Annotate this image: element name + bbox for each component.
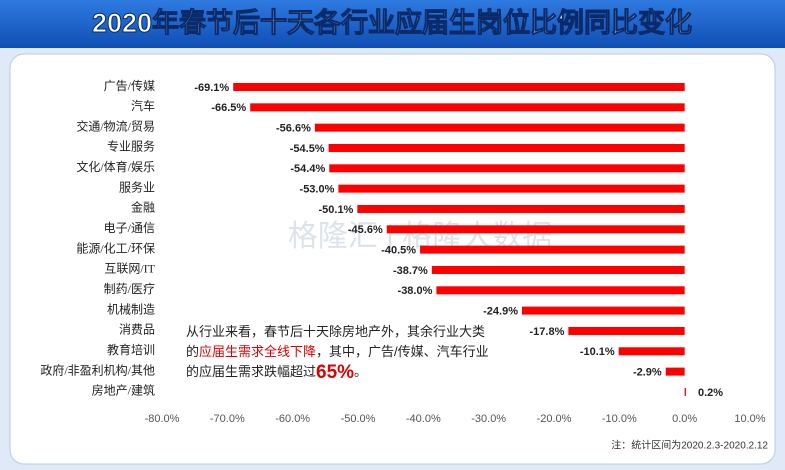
header xyxy=(0,0,785,48)
bar xyxy=(618,347,685,356)
bar xyxy=(233,83,685,91)
note: 注：统计区间为2020.2.3-2020.2.12 xyxy=(611,439,768,452)
value-label: -50.1% xyxy=(318,204,353,216)
y-tick-label: 金融 xyxy=(131,200,155,215)
x-tick-label: -60.0% xyxy=(275,413,310,425)
bar xyxy=(431,265,685,274)
x-tick-label: -30.0% xyxy=(471,413,506,425)
y-tick-label: 消费品 xyxy=(119,323,155,337)
bar xyxy=(568,326,685,335)
value-label: -56.6% xyxy=(276,123,311,135)
annotation-text: 从行业来看，春节后十天除房地产外，其余行业大类 xyxy=(186,324,485,339)
y-tick-label: 汽车 xyxy=(131,98,155,113)
plot: -80.0% -70.0% -60.0% -50.0% -40.0% -30.0% -20.… xyxy=(40,78,765,425)
value-label: -38.7% xyxy=(393,265,428,277)
x-tick-label: -70.0% xyxy=(210,413,245,425)
value-label: -54.4% xyxy=(290,163,325,175)
bar xyxy=(420,245,685,254)
chart-title: 2020年春节后十天各行业应届生岗位比例同比变化 xyxy=(92,7,692,38)
annotation-text: 的应届生需求跌幅超过 xyxy=(186,364,316,379)
bar xyxy=(338,184,685,193)
value-label: -45.6% xyxy=(348,224,383,236)
value-label: -24.9% xyxy=(483,306,518,318)
bar xyxy=(328,143,685,152)
y-tick-label: 专业服务 xyxy=(107,139,155,154)
value-label: -53.0% xyxy=(300,184,335,196)
annotation: 从行业来看，春节后十天除房地产外，其余行业大类的应届生需求全线下降，其中，广告/… xyxy=(186,324,489,383)
y-tick-label: 广告/传媒 xyxy=(104,78,155,93)
y-tick-label: 交通/物流/贸易 xyxy=(76,118,155,133)
bar xyxy=(386,225,685,234)
value-label: -54.5% xyxy=(290,143,325,155)
x-tick-label: 0.0% xyxy=(672,413,697,425)
y-tick-label: 文化/体育/娱乐 xyxy=(76,159,155,174)
annotation-text: ，其中，广告/传媒、汽车行业 xyxy=(316,344,489,359)
annotation-box xyxy=(180,322,510,384)
bar xyxy=(329,164,685,173)
value-label: -40.5% xyxy=(381,245,416,257)
bar xyxy=(521,306,685,315)
y-tick-label: 电子/通信 xyxy=(104,221,155,235)
value-label: 0.2% xyxy=(698,387,723,399)
bar xyxy=(684,387,686,396)
y-tick-label: 互联网/IT xyxy=(104,262,155,276)
y-tick-label: 房地产/建筑 xyxy=(92,383,155,398)
y-tick-label: 机械制造 xyxy=(107,301,155,316)
bar xyxy=(314,123,685,132)
annotation-text: 。 xyxy=(354,364,367,379)
x-tick-label: -50.0% xyxy=(341,413,376,425)
value-label: -38.0% xyxy=(398,285,433,297)
y-tick-label: 教育培训 xyxy=(107,342,155,357)
value-label: -2.9% xyxy=(633,367,662,379)
annotation-text: 的 xyxy=(186,344,199,359)
panel xyxy=(9,53,776,465)
x-tick-label: -10.0% xyxy=(602,413,637,425)
y-tick-label: 政府/非盈利机构/其他 xyxy=(40,362,155,377)
y-tick-label: 制药/医疗 xyxy=(104,282,155,296)
value-label: -10.1% xyxy=(580,346,615,358)
value-label: -17.8% xyxy=(530,326,565,338)
y-tick-label: 能源/化工/环保 xyxy=(76,241,155,255)
annotation-text: 应届生需求全线下降 xyxy=(199,344,316,359)
x-tick-label: -80.0% xyxy=(145,413,180,425)
bar xyxy=(665,367,685,376)
x-tick-label: 10.0% xyxy=(734,413,765,425)
bar xyxy=(250,103,685,112)
annotation-text: 65% xyxy=(316,362,354,383)
bar xyxy=(357,204,685,213)
value-label: -69.1% xyxy=(194,82,229,94)
x-tick-label: -20.0% xyxy=(537,413,572,425)
x-tick-label: -40.0% xyxy=(406,413,441,425)
y-tick-label: 服务业 xyxy=(119,179,155,194)
value-label: -66.5% xyxy=(211,102,246,114)
bar xyxy=(436,286,685,295)
